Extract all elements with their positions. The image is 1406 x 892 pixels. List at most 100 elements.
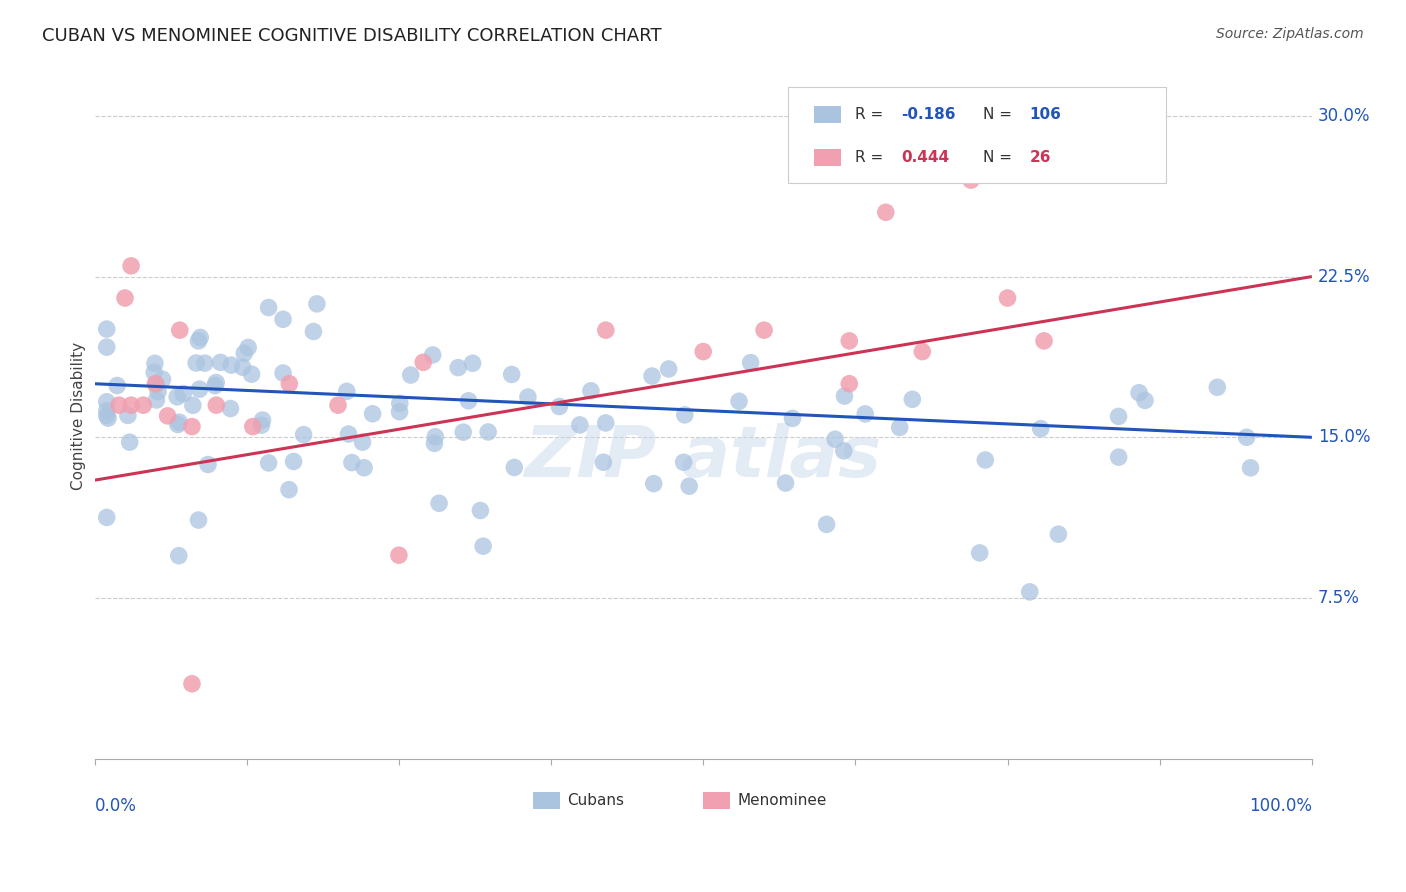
Point <box>875 205 897 219</box>
Point <box>388 548 411 562</box>
Point <box>169 323 191 337</box>
Point <box>292 427 315 442</box>
Point <box>96 322 118 336</box>
Point <box>824 432 846 446</box>
Point <box>250 418 273 433</box>
Point <box>172 386 194 401</box>
Point <box>501 368 523 382</box>
Bar <box>703 792 730 809</box>
FancyBboxPatch shape <box>789 87 1166 183</box>
Point <box>143 356 166 370</box>
Point <box>352 435 374 450</box>
Point <box>595 416 617 430</box>
Point <box>457 393 479 408</box>
Point <box>568 417 591 432</box>
Point <box>96 404 118 418</box>
Text: ZIP atlas: ZIP atlas <box>524 423 882 491</box>
Point <box>974 453 997 467</box>
Point <box>156 409 179 423</box>
Point <box>271 312 294 326</box>
Point <box>641 369 664 384</box>
Point <box>752 323 775 337</box>
Point <box>423 436 446 450</box>
Point <box>117 409 139 423</box>
Point <box>678 479 700 493</box>
Point <box>997 291 1019 305</box>
Point <box>592 455 614 469</box>
Point <box>167 549 190 563</box>
Point <box>425 430 447 444</box>
Point <box>1133 393 1156 408</box>
Point <box>242 419 264 434</box>
Text: Source: ZipAtlas.com: Source: ZipAtlas.com <box>1216 27 1364 41</box>
Point <box>166 390 188 404</box>
Point <box>205 376 228 390</box>
Point <box>187 334 209 348</box>
Point <box>579 384 602 398</box>
Point <box>1108 409 1130 424</box>
Point <box>145 392 167 407</box>
Text: N =: N = <box>983 150 1017 165</box>
Point <box>451 425 474 439</box>
Point <box>477 425 499 439</box>
Point <box>427 496 450 510</box>
Text: R =: R = <box>855 150 889 165</box>
Point <box>166 417 188 432</box>
Text: N =: N = <box>983 107 1017 122</box>
Point <box>96 340 118 354</box>
Point <box>728 394 751 409</box>
Point <box>422 348 444 362</box>
Point <box>197 458 219 472</box>
Point <box>145 376 167 391</box>
Point <box>388 405 411 419</box>
Point <box>548 400 571 414</box>
Point <box>337 427 360 442</box>
Point <box>838 376 860 391</box>
Point <box>1206 380 1229 394</box>
Point <box>336 384 359 399</box>
Point <box>120 259 142 273</box>
Point <box>447 360 470 375</box>
Point <box>278 483 301 497</box>
Point <box>108 398 131 412</box>
Point <box>1108 450 1130 465</box>
Point <box>302 325 325 339</box>
Text: 26: 26 <box>1029 150 1050 165</box>
Y-axis label: Cognitive Disability: Cognitive Disability <box>72 342 86 490</box>
Point <box>740 356 762 370</box>
Text: Menominee: Menominee <box>737 793 827 808</box>
Point <box>1239 460 1261 475</box>
Point <box>188 330 211 344</box>
Point <box>283 454 305 468</box>
Point <box>516 390 538 404</box>
Text: R =: R = <box>855 107 889 122</box>
Bar <box>814 106 841 123</box>
Text: 100.0%: 100.0% <box>1249 797 1312 814</box>
Point <box>1236 430 1258 444</box>
Point <box>305 297 328 311</box>
Point <box>832 443 855 458</box>
Point <box>1128 385 1150 400</box>
Point <box>815 517 838 532</box>
Point <box>1029 422 1052 436</box>
Text: 7.5%: 7.5% <box>1317 589 1360 607</box>
Point <box>146 384 169 399</box>
Point <box>1047 527 1070 541</box>
Point <box>470 503 492 517</box>
Point <box>181 419 204 434</box>
Point <box>361 407 384 421</box>
Point <box>96 409 118 423</box>
Point <box>1033 334 1056 348</box>
Point <box>209 355 232 369</box>
Point <box>326 398 349 412</box>
Point <box>152 372 174 386</box>
Text: CUBAN VS MENOMINEE COGNITIVE DISABILITY CORRELATION CHART: CUBAN VS MENOMINEE COGNITIVE DISABILITY … <box>42 27 662 45</box>
Point <box>388 396 411 410</box>
Point <box>181 677 204 691</box>
Point <box>911 344 934 359</box>
Point <box>503 460 526 475</box>
Point <box>595 323 617 337</box>
Point <box>472 539 495 553</box>
Point <box>240 367 263 381</box>
Point <box>219 401 242 416</box>
